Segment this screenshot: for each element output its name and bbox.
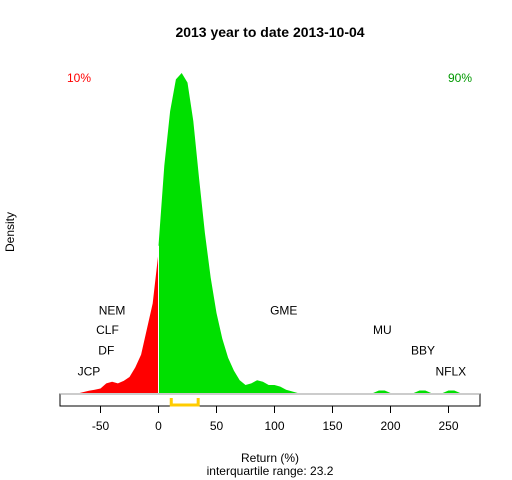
percentile-90-label: 90% [448,71,472,85]
ticker-label: BBY [411,344,435,358]
ticker-label: NEM [99,304,126,318]
ticker-label: GME [270,304,297,318]
negative-density-area [79,252,159,393]
x-tick-label: 150 [322,419,342,433]
plot-frame [59,393,481,407]
ticker-label: DF [98,344,114,358]
ticker-label: MU [373,323,392,337]
x-tick-label: 50 [210,419,224,433]
positive-density-area [158,73,461,393]
density-areas [79,73,461,393]
interquartile-bracket [169,398,200,407]
ticker-label: CLF [96,323,119,337]
x-tick-label: 250 [438,419,458,433]
x-tick-label: 200 [380,419,400,433]
ticker-label: JCP [78,364,101,378]
x-tick-label: -50 [92,419,110,433]
y-axis-label: Density [3,212,17,252]
x-tick-label: 0 [155,419,162,433]
interquartile-label: interquartile range: 23.2 [207,464,334,478]
x-axis-label: Return (%) [241,451,299,465]
interquartile-bracket-mark [169,398,200,407]
percentile-10-label: 10% [67,71,91,85]
chart-title: 2013 year to date 2013-10-04 [175,24,364,40]
x-tick-label: 100 [264,419,284,433]
ticker-label: NFLX [435,364,466,378]
x-axis: -50 0 50 100 150 200 250 [92,406,459,433]
